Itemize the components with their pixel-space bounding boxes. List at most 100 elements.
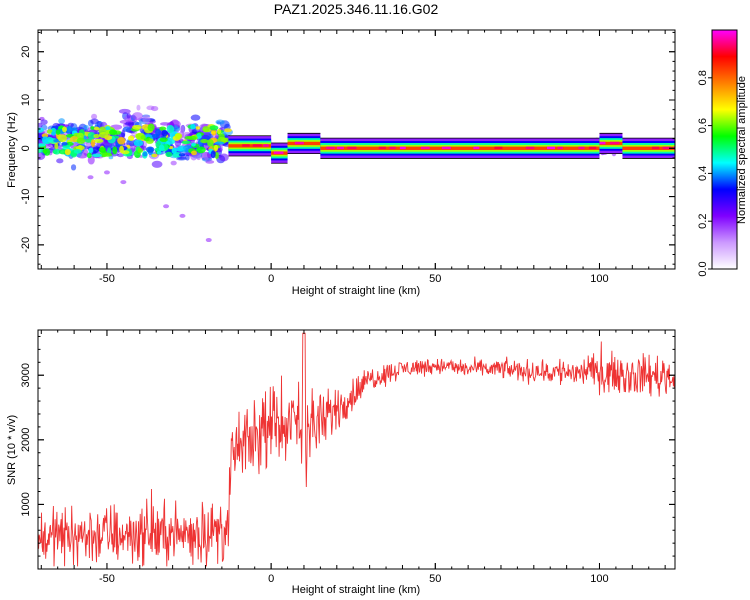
spectral-blob bbox=[158, 144, 165, 152]
spectral-blob bbox=[147, 123, 155, 132]
spectral-blob bbox=[42, 148, 48, 154]
spectral-blob bbox=[191, 142, 196, 147]
spectral-blob bbox=[165, 151, 173, 157]
y-tick-label: 20 bbox=[20, 46, 32, 58]
spectral-blob bbox=[195, 126, 200, 130]
ridge-peak bbox=[273, 151, 284, 154]
ridge-core bbox=[287, 141, 321, 146]
spectral-blob bbox=[61, 142, 68, 146]
ridge-peak bbox=[578, 146, 585, 150]
spectral-blob bbox=[224, 128, 232, 133]
spectral-blob bbox=[120, 150, 130, 155]
spectral-blob bbox=[55, 129, 61, 135]
y-tick-label: 2000 bbox=[20, 428, 32, 452]
spectral-blob bbox=[108, 155, 114, 160]
spectral-blob bbox=[210, 150, 216, 159]
x-tick-label: -50 bbox=[99, 273, 115, 285]
spectral-blob bbox=[179, 213, 186, 218]
ridge-peak bbox=[336, 146, 344, 150]
spectral-blob bbox=[165, 137, 176, 145]
spectral-blob bbox=[128, 135, 135, 141]
spectral-blob bbox=[143, 138, 150, 142]
spectral-blob bbox=[196, 146, 206, 154]
spectral-blob bbox=[176, 156, 187, 161]
spectral-blob bbox=[126, 112, 131, 119]
spectral-blob bbox=[161, 129, 168, 137]
spectral-blob bbox=[219, 153, 229, 162]
spectral-blob bbox=[122, 126, 133, 132]
x-tick-label: 50 bbox=[429, 273, 441, 285]
ridge-peak bbox=[588, 146, 597, 150]
snr-frame bbox=[37, 329, 676, 570]
x-tick-label: 100 bbox=[590, 273, 608, 285]
colorbar-ticks: 0.0 0.2 0.4 0.6 0.8 bbox=[697, 70, 712, 277]
ridge-peak bbox=[494, 146, 503, 150]
spectral-blob bbox=[88, 147, 94, 153]
spectral-blob bbox=[66, 125, 72, 134]
ridge-peak bbox=[389, 146, 396, 150]
spectral-blob bbox=[53, 148, 61, 155]
spectral-blob bbox=[137, 148, 143, 153]
spectral-blob bbox=[191, 150, 198, 156]
spectral-blob bbox=[38, 148, 43, 154]
spectral-blob bbox=[91, 147, 100, 153]
y-tick-label: 1000 bbox=[20, 492, 32, 516]
ridge-peak bbox=[557, 146, 563, 150]
ridge-core bbox=[228, 144, 272, 148]
spectrogram-panel: -50 0 50 100 -20 -10 0 10 20 Height of straight … bbox=[6, 29, 676, 297]
spectral-blob bbox=[205, 238, 212, 243]
spectral-blob bbox=[155, 128, 161, 137]
spectral-blob bbox=[196, 153, 201, 161]
y-tick-label: -10 bbox=[20, 189, 32, 205]
spectral-blob bbox=[124, 122, 135, 126]
spectral-blob bbox=[87, 175, 94, 180]
ridge-peak bbox=[252, 144, 262, 147]
snr-panel: -50 0 50 100 1000 2000 3000 Height of straight… bbox=[6, 329, 676, 596]
spectral-blob bbox=[159, 126, 167, 131]
spectral-blob bbox=[62, 126, 68, 133]
ridge-peak bbox=[378, 146, 386, 150]
spectral-blob bbox=[112, 146, 118, 155]
ridge-peak bbox=[652, 146, 660, 150]
y-tick-label: 3000 bbox=[20, 363, 32, 387]
ridge-peak bbox=[347, 146, 357, 150]
spectral-blob bbox=[105, 126, 111, 131]
spectral-blob bbox=[109, 129, 118, 136]
colorbar: 0.0 0.2 0.4 0.6 0.8 Normalized spectral ampl… bbox=[697, 29, 748, 277]
spectral-blob bbox=[98, 147, 107, 153]
spectral-blob bbox=[151, 153, 158, 158]
spectral-blob bbox=[76, 137, 86, 144]
ridge-peak bbox=[326, 146, 335, 150]
spectral-blob bbox=[91, 113, 98, 120]
colorbar-tick-label: 0.8 bbox=[697, 70, 709, 85]
spectrogram-marks bbox=[38, 104, 675, 243]
spectral-blob bbox=[190, 123, 196, 130]
spectral-blob bbox=[142, 151, 148, 157]
spectral-blob bbox=[117, 137, 126, 145]
spectral-blob bbox=[64, 148, 71, 156]
y-tick-label: 0 bbox=[20, 145, 32, 151]
spectral-blob bbox=[57, 134, 68, 143]
colorbar-label: Normalized spectral amplitude bbox=[736, 76, 748, 224]
x-tick-label: 0 bbox=[268, 273, 274, 285]
colorbar-tick-label: 0.2 bbox=[697, 214, 709, 229]
spectral-blob bbox=[181, 140, 191, 145]
spectral-blob bbox=[202, 126, 210, 133]
spectral-blob bbox=[214, 141, 225, 145]
ridge-peak bbox=[420, 146, 430, 150]
spectral-blob bbox=[174, 147, 184, 152]
colorbar-tick-label: 0.0 bbox=[697, 261, 709, 276]
colorbar-scale bbox=[711, 29, 738, 270]
spectral-blob bbox=[38, 127, 45, 133]
spectral-blob bbox=[209, 125, 219, 131]
ridge-peak bbox=[263, 144, 269, 147]
spectral-blob bbox=[46, 129, 53, 134]
snr-ticks: -50 0 50 100 1000 2000 3000 bbox=[20, 330, 675, 585]
snr-y-axis-label: SNR (10 * v/v) bbox=[6, 415, 18, 485]
spectral-blob bbox=[83, 148, 89, 156]
ridge-core bbox=[320, 146, 600, 150]
spectral-blob bbox=[185, 154, 190, 161]
spectral-blob bbox=[140, 135, 146, 140]
spectral-blob bbox=[90, 118, 99, 125]
ridge-core bbox=[622, 146, 675, 150]
